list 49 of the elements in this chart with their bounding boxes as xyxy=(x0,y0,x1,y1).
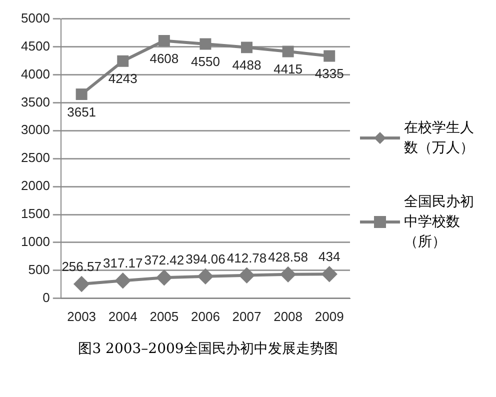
point xyxy=(322,266,337,282)
point xyxy=(200,38,212,50)
point xyxy=(156,270,172,286)
data-label: 256.57 xyxy=(62,259,102,274)
x-tick-label: 2004 xyxy=(108,308,138,324)
y-tick-label: 1000 xyxy=(21,234,50,250)
point xyxy=(115,273,130,288)
point xyxy=(324,50,336,62)
y-tick-label: 3500 xyxy=(21,94,50,110)
data-label: 428.58 xyxy=(268,250,308,265)
point xyxy=(117,55,129,67)
legend-label: 全国民办初中学校数（所） xyxy=(404,193,475,252)
data-label: 4415 xyxy=(274,62,303,77)
data-label: 4335 xyxy=(314,66,344,82)
point xyxy=(198,268,213,284)
data-label: 412.78 xyxy=(226,250,267,266)
point xyxy=(282,46,294,58)
point xyxy=(280,266,296,282)
y-tick-label: 4500 xyxy=(21,38,50,54)
text: 图3 2003–2009全国民办初中发展走势图 xyxy=(77,340,339,358)
data-label: 317.17 xyxy=(102,256,143,271)
x-tick-label: 2005 xyxy=(150,308,179,324)
x-tick-label: 2007 xyxy=(232,308,262,324)
point xyxy=(74,276,90,292)
data-label: 394.06 xyxy=(186,251,226,266)
legend-label: 在校学生人数（万人） xyxy=(404,119,475,158)
x-tick-label: 2008 xyxy=(274,308,303,324)
data-label: 4243 xyxy=(108,71,138,86)
y-tick-label: 2000 xyxy=(21,178,50,194)
x-tick-label: 2003 xyxy=(67,308,96,324)
data-label: 3651 xyxy=(67,104,96,120)
point xyxy=(158,34,170,46)
y-tick-label: 5000 xyxy=(21,10,50,26)
y-tick-label: 500 xyxy=(28,262,50,278)
y-tick-label: 0 xyxy=(42,290,50,305)
data-label: 4550 xyxy=(191,54,220,70)
x-tick-label: 2009 xyxy=(314,308,344,324)
point xyxy=(241,42,252,54)
data-label: 4488 xyxy=(232,58,262,73)
y-tick-label: 1500 xyxy=(21,206,50,222)
y-tick-label: 4000 xyxy=(21,66,50,82)
point xyxy=(76,88,88,100)
point xyxy=(239,268,254,283)
x-tick-label: 2006 xyxy=(191,308,220,324)
data-label: 372.42 xyxy=(144,252,184,268)
y-tick-label: 3000 xyxy=(21,122,50,138)
y-tick-label: 2500 xyxy=(21,150,50,166)
data-label: 434 xyxy=(318,249,340,264)
data-label: 4608 xyxy=(150,50,179,66)
